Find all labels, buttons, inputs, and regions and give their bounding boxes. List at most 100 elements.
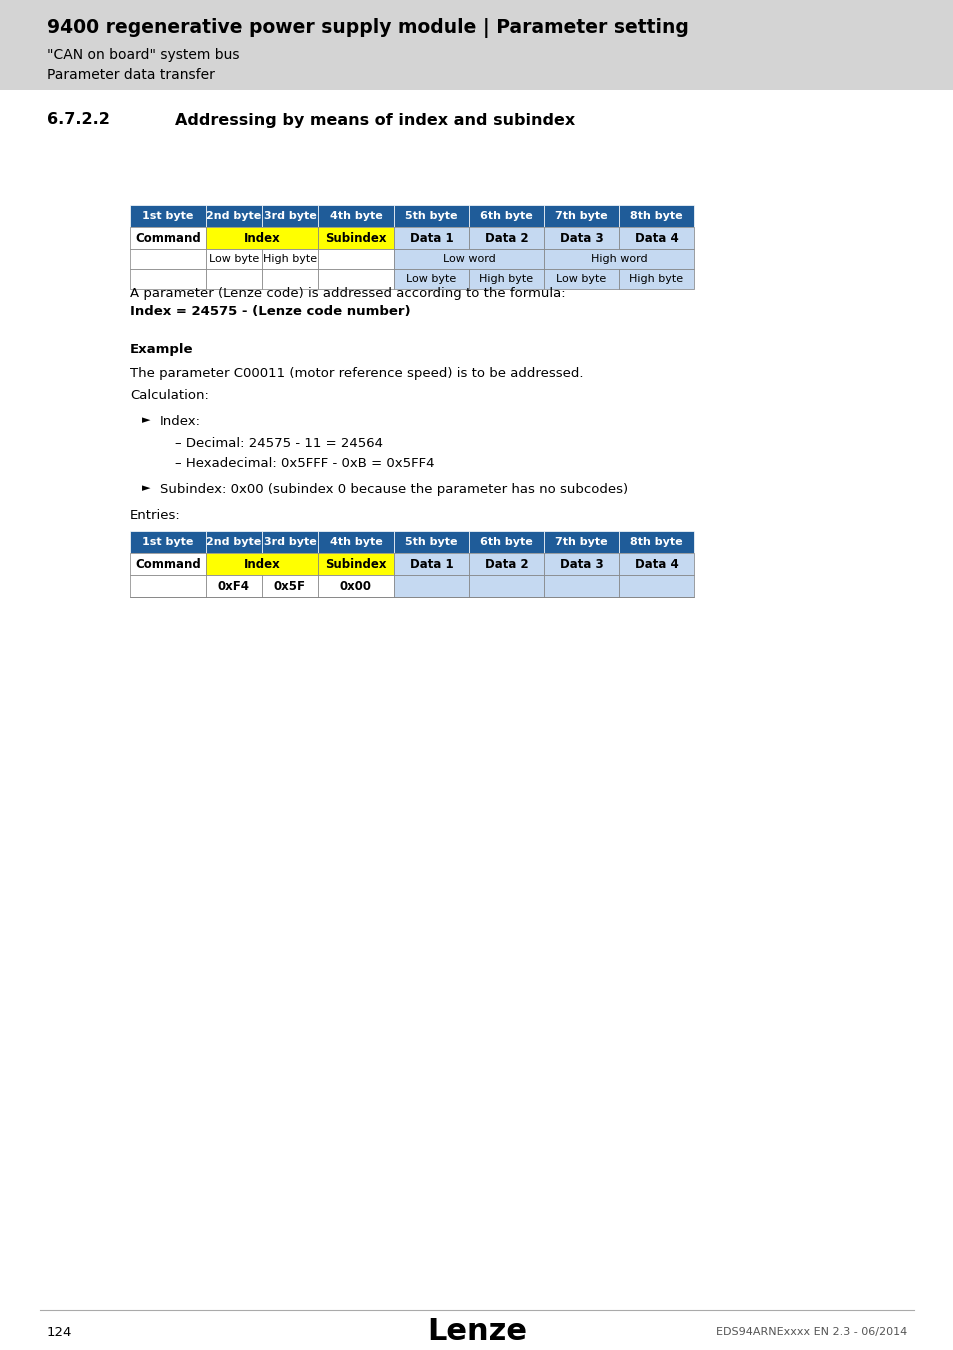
Bar (262, 269, 317, 289)
Text: Subindex: Subindex (325, 558, 386, 571)
Bar (206, 269, 262, 289)
Text: Index = 24575 - (Lenze code number): Index = 24575 - (Lenze code number) (130, 305, 410, 319)
Bar (206, 248, 262, 269)
Text: 0x5F: 0x5F (274, 579, 306, 593)
Text: Subindex: Subindex (325, 231, 386, 244)
Text: EDS94ARNExxxx EN 2.3 - 06/2014: EDS94ARNExxxx EN 2.3 - 06/2014 (715, 1327, 906, 1336)
Bar (543, 205, 618, 227)
Text: High byte: High byte (263, 254, 316, 265)
Bar (206, 205, 262, 227)
Text: ►: ► (142, 414, 151, 425)
Bar (394, 205, 469, 227)
Text: Data 3: Data 3 (559, 231, 602, 244)
Text: Parameter data transfer: Parameter data transfer (47, 68, 214, 82)
Text: 1st byte: 1st byte (142, 211, 193, 221)
Text: 0x00: 0x00 (339, 579, 372, 593)
Bar (206, 531, 262, 554)
Bar (618, 554, 693, 575)
Bar (618, 205, 693, 227)
Text: 7th byte: 7th byte (555, 537, 607, 547)
Text: 6th byte: 6th byte (479, 537, 533, 547)
Text: Data 4: Data 4 (634, 231, 678, 244)
Text: Lenze: Lenze (427, 1318, 526, 1346)
Bar (394, 531, 469, 554)
Bar (394, 227, 469, 248)
Text: – Hexadecimal: 0x5FFF - 0xB = 0x5FF4: – Hexadecimal: 0x5FFF - 0xB = 0x5FF4 (174, 458, 434, 470)
Text: 8th byte: 8th byte (630, 537, 682, 547)
Text: Index:: Index: (160, 414, 201, 428)
Text: 0xF4: 0xF4 (218, 579, 250, 593)
Text: Command: Command (135, 231, 201, 244)
Text: Low byte: Low byte (556, 274, 606, 284)
Bar (130, 531, 206, 554)
Text: Entries:: Entries: (130, 509, 180, 522)
Bar (469, 554, 543, 575)
Text: Low byte: Low byte (209, 254, 259, 265)
Text: "CAN on board" system bus: "CAN on board" system bus (47, 49, 239, 62)
Bar (469, 531, 543, 554)
Bar (206, 575, 262, 597)
Bar (394, 269, 469, 289)
Bar (317, 269, 394, 289)
Text: 3rd byte: 3rd byte (263, 537, 316, 547)
Text: 124: 124 (47, 1326, 72, 1338)
Text: Example: Example (130, 343, 193, 356)
Bar (543, 269, 618, 289)
Text: 7th byte: 7th byte (555, 211, 607, 221)
Text: 5th byte: 5th byte (405, 537, 457, 547)
Text: Index: Index (243, 558, 280, 571)
Text: 6th byte: 6th byte (479, 211, 533, 221)
Bar (469, 227, 543, 248)
Bar (206, 554, 317, 575)
Text: ►: ► (142, 483, 151, 493)
Text: 9400 regenerative power supply module | Parameter setting: 9400 regenerative power supply module | … (47, 18, 688, 38)
Bar (469, 205, 543, 227)
Bar (262, 205, 317, 227)
Text: – Decimal: 24575 - 11 = 24564: – Decimal: 24575 - 11 = 24564 (174, 437, 382, 450)
Bar (618, 269, 693, 289)
Text: Subindex: 0x00 (subindex 0 because the parameter has no subcodes): Subindex: 0x00 (subindex 0 because the p… (160, 483, 627, 495)
Text: Low word: Low word (442, 254, 495, 265)
Text: Command: Command (135, 558, 201, 571)
Bar (317, 554, 394, 575)
Bar (130, 227, 206, 248)
Text: 4th byte: 4th byte (330, 211, 382, 221)
Text: 4th byte: 4th byte (330, 537, 382, 547)
Bar (130, 269, 206, 289)
Bar (394, 575, 469, 597)
Text: Addressing by means of index and subindex: Addressing by means of index and subinde… (174, 112, 575, 127)
Bar (618, 227, 693, 248)
Text: 2nd byte: 2nd byte (206, 537, 261, 547)
Bar (130, 205, 206, 227)
Bar (206, 227, 317, 248)
Bar (618, 531, 693, 554)
Bar (262, 531, 317, 554)
Bar (317, 227, 394, 248)
Bar (469, 269, 543, 289)
Text: 6.7.2.2: 6.7.2.2 (47, 112, 110, 127)
Text: Data 1: Data 1 (409, 231, 453, 244)
Bar (0, 0, 953, 90)
Bar (317, 205, 394, 227)
Text: High byte: High byte (629, 274, 683, 284)
Bar (130, 248, 206, 269)
Bar (130, 554, 206, 575)
Bar (317, 531, 394, 554)
Text: High byte: High byte (479, 274, 533, 284)
Text: High word: High word (590, 254, 647, 265)
Bar (317, 248, 394, 269)
Text: Calculation:: Calculation: (130, 389, 209, 402)
Bar (262, 575, 317, 597)
Text: Data 3: Data 3 (559, 558, 602, 571)
Text: Data 2: Data 2 (484, 231, 528, 244)
Text: 1st byte: 1st byte (142, 537, 193, 547)
Text: Data 1: Data 1 (409, 558, 453, 571)
Text: Index: Index (243, 231, 280, 244)
Text: Low byte: Low byte (406, 274, 456, 284)
Text: 2nd byte: 2nd byte (206, 211, 261, 221)
Bar (543, 227, 618, 248)
Text: Data 2: Data 2 (484, 558, 528, 571)
Bar (262, 248, 317, 269)
Text: 3rd byte: 3rd byte (263, 211, 316, 221)
Bar (543, 554, 618, 575)
